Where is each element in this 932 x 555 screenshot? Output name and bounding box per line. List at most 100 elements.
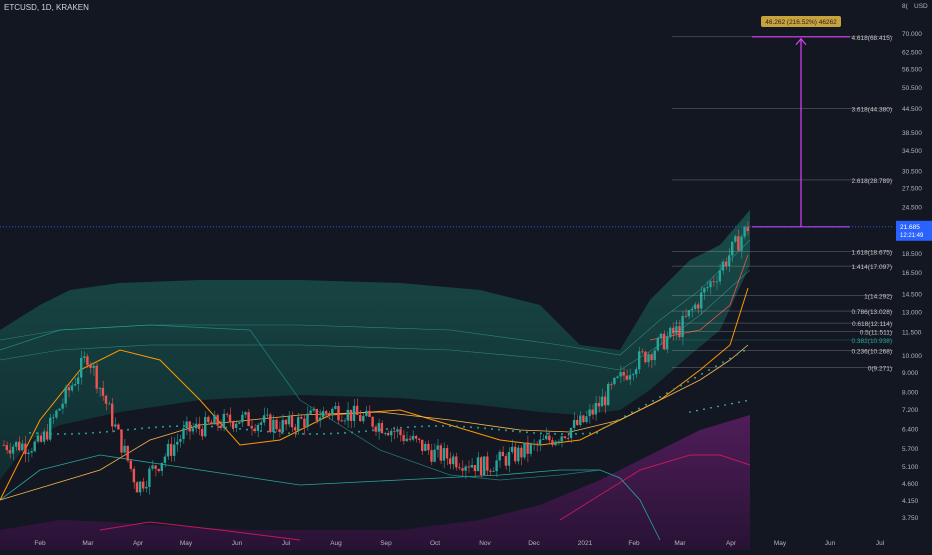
candle-body (430, 450, 433, 462)
time-label: Apr (133, 540, 144, 547)
candle-body (365, 410, 368, 416)
dot (36, 432, 38, 435)
candle-body (135, 482, 139, 493)
candle-body (210, 422, 213, 425)
candle-body (622, 372, 625, 376)
candle-body (501, 451, 504, 457)
fib-label: 1.618(18.675) (852, 250, 892, 257)
candle-body (98, 387, 101, 389)
candle-body (207, 416, 210, 423)
fib-label: 0.382(10.938) (852, 338, 892, 345)
fib-label: 4.618(68.415) (852, 35, 892, 42)
dot (449, 425, 451, 428)
lower-magenta-line (559, 454, 751, 521)
candle-body (275, 419, 278, 430)
dot (358, 430, 360, 433)
candle-body (483, 456, 486, 476)
indicator-lines (0, 254, 749, 501)
dot (169, 425, 171, 428)
candle-body (346, 409, 349, 421)
candle-body (303, 418, 306, 427)
candle-body (402, 435, 405, 442)
candle-body (424, 443, 427, 451)
dot (745, 400, 747, 402)
candle-body (696, 304, 700, 309)
candle-body (262, 415, 266, 423)
candle-body (219, 425, 222, 428)
candle-body (145, 486, 148, 489)
price-tick: 34.500 (902, 148, 922, 155)
candle-body (349, 409, 353, 422)
candle-body (76, 377, 80, 384)
candle-body (650, 354, 653, 361)
dot (351, 431, 353, 434)
candle-body (70, 385, 74, 391)
candle-body (64, 387, 67, 404)
candle-body (684, 316, 687, 317)
candle-body (278, 429, 281, 433)
dot (470, 426, 472, 429)
dot (155, 426, 157, 429)
candle-body (585, 416, 588, 423)
candle-body (216, 415, 219, 426)
time-label: Aug (330, 540, 342, 547)
price-tick: 5.100 (902, 464, 919, 471)
candle-body (312, 409, 315, 411)
dot (225, 426, 227, 429)
candle-body (368, 410, 371, 417)
candles (2, 221, 749, 496)
dot (246, 428, 248, 431)
candle-body (185, 421, 188, 429)
dot (694, 376, 696, 379)
dot (57, 432, 59, 435)
candle-body (610, 384, 613, 385)
candle-body (464, 466, 467, 471)
candle-body (647, 354, 650, 363)
candle-body (445, 448, 449, 459)
candle-body (231, 421, 235, 428)
time-label: May (774, 540, 787, 547)
candle-body (129, 460, 132, 469)
time-label: Mar (82, 540, 94, 547)
dot (484, 427, 486, 430)
price-tick: 18.500 (902, 251, 922, 258)
dot (463, 425, 465, 428)
candle-body (628, 375, 632, 380)
measure-tool[interactable]: 46.262 (216.52%) 46262 (752, 16, 850, 228)
candle-body (625, 375, 628, 380)
candle-body (191, 428, 194, 432)
fib-levels[interactable]: 4.618(68.415) 3.618(44.380) 2.618(28.789) 1… (672, 35, 893, 373)
candle-body (507, 451, 511, 466)
price-tick: 7.200 (902, 407, 919, 414)
candle-body (529, 443, 532, 454)
candle-body (706, 287, 709, 289)
candle-body (613, 377, 616, 385)
candle-body (619, 372, 622, 377)
candle-body (238, 422, 241, 424)
candle-body (634, 369, 638, 375)
candle-body (92, 365, 95, 368)
dot (638, 407, 640, 410)
dot (281, 431, 283, 434)
price-tick: 44.500 (902, 106, 922, 113)
dot (288, 432, 290, 435)
candle-body (256, 424, 260, 431)
dot (680, 384, 682, 387)
fib-label: 0(9.271) (868, 365, 892, 372)
dot (603, 426, 605, 429)
candle-body (700, 292, 703, 309)
candle-body (740, 236, 743, 251)
candle-body (197, 423, 201, 430)
dot (71, 432, 73, 435)
candle-body (377, 423, 380, 432)
dot (330, 432, 332, 435)
candle-body (362, 415, 365, 422)
candle-body (61, 403, 64, 409)
candle-body (383, 433, 387, 434)
dot (645, 403, 647, 406)
candle-body (569, 428, 573, 439)
dot (701, 372, 703, 375)
dot (519, 430, 521, 433)
